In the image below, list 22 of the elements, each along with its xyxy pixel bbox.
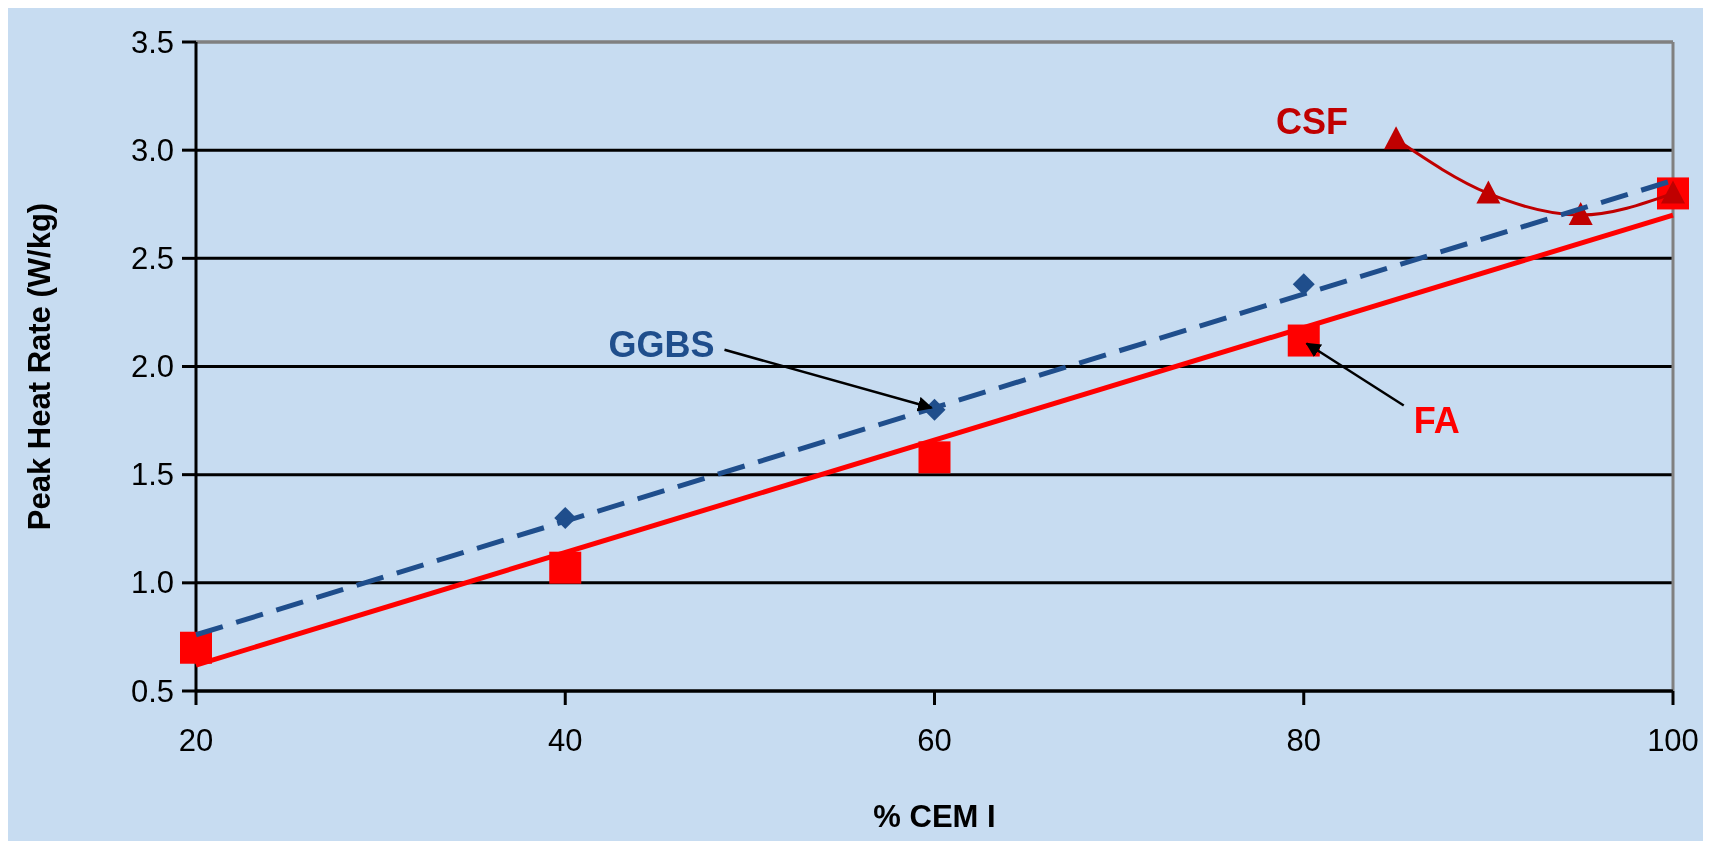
point xyxy=(918,441,951,474)
y-tick-label: 2.5 xyxy=(130,240,174,276)
y-tick-label: 3.5 xyxy=(130,24,174,60)
point xyxy=(1292,273,1315,296)
annotation: GGBS xyxy=(608,324,715,366)
x-axis-title: % CEM I xyxy=(873,799,996,834)
y-tick-label: 0.5 xyxy=(130,673,174,709)
y-tick-label: 1.0 xyxy=(130,565,174,601)
x-tick-label: 60 xyxy=(917,723,952,758)
x-tick-label: 100 xyxy=(1647,723,1699,758)
annotation: CSF xyxy=(1276,100,1349,142)
x-tick-label: 40 xyxy=(548,723,583,758)
y-tick-label: 2.0 xyxy=(130,349,174,384)
point xyxy=(549,551,582,584)
x-tick-label: 20 xyxy=(178,723,214,758)
point xyxy=(1384,126,1409,150)
y-tick-label: 1.5 xyxy=(130,457,174,493)
x-tick-label: 80 xyxy=(1286,723,1321,758)
y-axis-title: Peak Heat Rate (W/kg) xyxy=(22,202,57,531)
point xyxy=(1476,180,1501,204)
y-tick-label: 3.0 xyxy=(130,132,174,168)
annotation: FA xyxy=(1413,400,1460,442)
